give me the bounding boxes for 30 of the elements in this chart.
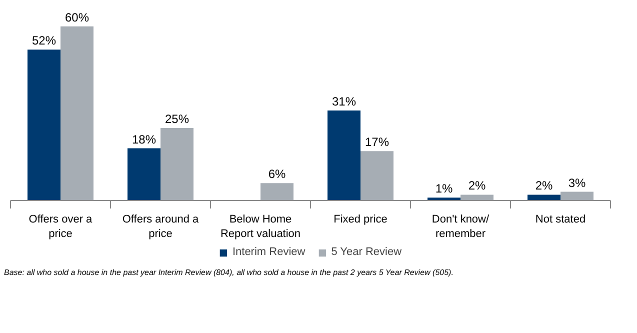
bar	[60, 26, 94, 200]
data-label: 1%	[435, 182, 453, 196]
bar	[360, 151, 394, 200]
bar	[460, 194, 494, 200]
x-tick-label: Below Home Report valuation	[220, 214, 301, 240]
bar	[160, 128, 194, 200]
data-label: 52%	[32, 34, 56, 48]
data-label: 2%	[535, 178, 553, 193]
data-label: 31%	[332, 94, 356, 109]
data-label: 6%	[268, 167, 286, 182]
bar	[528, 194, 560, 200]
bar	[260, 183, 294, 200]
data-label: 60%	[64, 10, 90, 24]
x-tick-label: Offers over a price	[28, 214, 94, 240]
data-label: 17%	[364, 135, 390, 150]
bar	[128, 148, 160, 200]
legend-label: Interim Review	[232, 246, 306, 258]
data-label: 2%	[468, 178, 486, 193]
x-tick-label: Fixed price	[334, 214, 388, 226]
x-tick-label: Don't know/ remember	[432, 214, 490, 240]
data-label: 18%	[132, 132, 156, 146]
bar	[28, 50, 60, 200]
bar	[560, 192, 594, 200]
text: Base: all who sold a house in the past year Interim Review (804), all who sold a house in the past 2 years 5 Year Review (505).	[4, 267, 454, 278]
x-tick-label: Not stated	[535, 214, 586, 226]
data-label: 25%	[164, 112, 190, 126]
x-tick-label: Offers around a price	[122, 214, 200, 240]
bar	[328, 110, 360, 200]
data-label: 3%	[568, 176, 586, 190]
legend-label: 5 Year Review	[331, 246, 402, 258]
